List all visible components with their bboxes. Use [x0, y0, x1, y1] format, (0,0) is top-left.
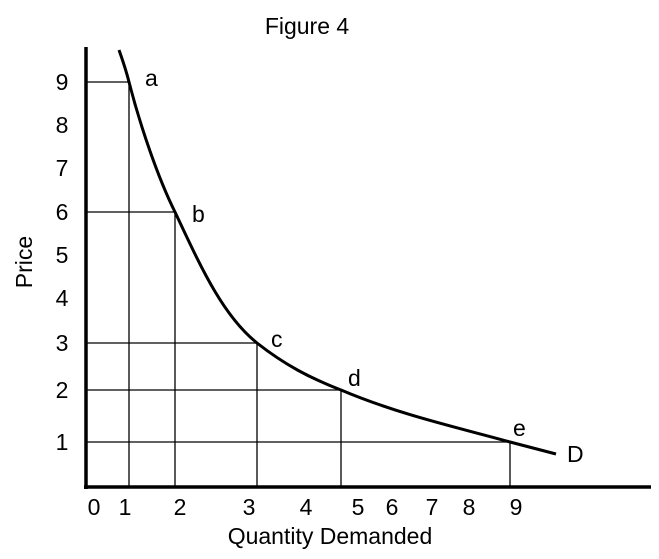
y-tick-3: 3	[56, 330, 69, 356]
y-tick-8: 8	[56, 112, 69, 138]
y-tick-1: 1	[56, 429, 69, 455]
x-tick-3: 3	[243, 494, 256, 520]
point-label-e: e	[513, 415, 526, 441]
y-tick-7: 7	[56, 155, 69, 181]
y-tick-labels: 9 8 7 6 5 4 3 2 1	[56, 69, 69, 455]
x-tick-7: 7	[426, 494, 439, 520]
y-axis-label: Price	[11, 236, 37, 288]
point-label-d: d	[348, 365, 361, 391]
point-label-c: c	[271, 326, 283, 352]
point-labels: a b c d e D	[145, 65, 584, 467]
x-tick-5: 5	[352, 494, 365, 520]
x-tick-9: 9	[510, 494, 523, 520]
y-tick-6: 6	[56, 199, 69, 225]
curve-label-d: D	[567, 441, 584, 467]
y-tick-9: 9	[56, 69, 69, 95]
x-tick-labels: 0 1 2 3 4 5 6 7 8 9	[88, 494, 523, 520]
y-tick-4: 4	[56, 285, 69, 311]
x-tick-1: 1	[119, 494, 132, 520]
x-tick-0: 0	[88, 494, 101, 520]
x-axis-label: Quantity Demanded	[228, 523, 433, 549]
demand-curve	[117, 49, 557, 456]
x-tick-4: 4	[300, 494, 313, 520]
x-tick-2: 2	[174, 494, 187, 520]
x-tick-8: 8	[463, 494, 476, 520]
point-label-b: b	[192, 201, 205, 227]
x-tick-6: 6	[386, 494, 399, 520]
y-tick-5: 5	[56, 242, 69, 268]
chart-title: Figure 4	[265, 13, 350, 39]
guide-lines	[86, 81, 511, 487]
point-label-a: a	[145, 65, 158, 91]
y-tick-2: 2	[56, 377, 69, 403]
